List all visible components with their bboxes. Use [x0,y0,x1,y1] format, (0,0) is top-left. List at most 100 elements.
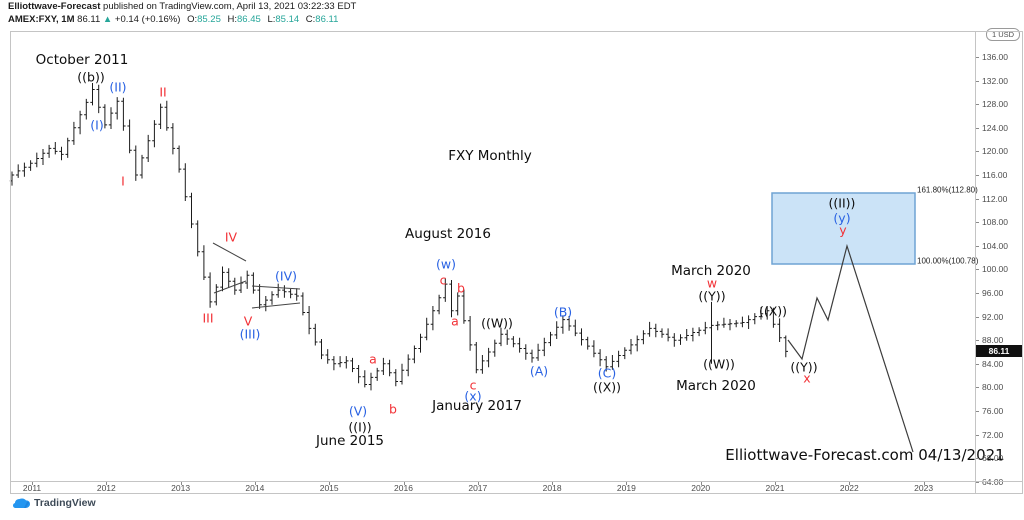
triangle-trendline [251,285,301,290]
wave-label: ((I)) [348,419,372,435]
right-edge-border [1022,31,1023,494]
y-axis-tick [975,80,979,82]
y-axis-tick [975,57,979,58]
x-axis-label: 2020 [691,483,711,493]
wave-label: b [457,280,465,296]
publish-line: Elliottwave-Forecast published on Tradin… [8,1,356,13]
x-axis-tick [477,482,479,485]
text-annotation: March 2020 [671,263,751,279]
wave-label: x [803,370,811,386]
currency-unit-badge: 1 USD [986,28,1021,41]
symbol-name[interactable]: AMEX:FXY, 1M [8,14,75,25]
tradingview-logo[interactable]: TradingView [13,497,96,509]
x-axis-tick [106,482,108,485]
wave-label: b [389,401,397,417]
high-value: 86.45 [237,14,261,25]
triangle-trendline [251,302,301,309]
publish-info: published on TradingView.com, April 13, … [100,1,357,12]
text-annotation: January 2017 [432,398,522,414]
wave-label: ((X)) [592,379,622,395]
y-axis-label: 132.00 [982,75,1008,86]
text-annotation: Elliottwave-Forecast.com 04/13/2021 [725,446,1005,464]
y-axis-tick [975,340,979,342]
x-axis-label: 2018 [542,483,562,493]
x-axis-tick [32,482,33,485]
wave-label: (B) [553,304,573,320]
y-axis-tick [975,458,979,460]
x-axis-label: 2022 [839,483,859,493]
x-axis-label: 2023 [914,483,934,493]
symbol-line[interactable]: AMEX:FXY, 1M 86.11 ▲ +0.14 (+0.16%) O:85… [8,14,356,26]
wave-label: (w) [436,256,456,272]
y-axis-tick [975,222,979,224]
x-axis-label: 2012 [96,483,116,493]
x-axis-tick [626,482,628,485]
y-axis-label: 136.00 [982,52,1008,62]
tradingview-cloud-icon [13,498,30,508]
wave-label: ((Y)) [790,359,818,375]
publisher-name: Elliottwave-Forecast [8,1,101,12]
x-axis-label: 2013 [171,483,191,493]
wave-label: w [706,275,718,291]
fib-extension-label: 161.80%(112.80) [917,185,978,195]
elliott-wave-projection-line [787,243,914,453]
open-label: O: [187,14,198,25]
wave-label: (V) [348,403,368,419]
x-axis-label: 2015 [319,483,339,493]
wave-label: a [451,313,459,329]
ohlc-price-bars [9,83,788,391]
x-axis-tick [403,482,405,485]
y-axis-label: 124.00 [982,122,1008,133]
y-axis-label: 68.00 [982,453,1004,464]
y-axis-label: 100.00 [982,264,1008,275]
x-axis-label: 2014 [245,483,265,493]
y-axis-tick [975,269,979,271]
wave-label: c [469,377,477,393]
y-axis-label: 92.00 [982,311,1004,322]
plot-left-border [10,31,11,494]
plot-bottom-border [10,481,1022,482]
wave-label: I [121,173,125,189]
wave-label: ((b)) [77,69,105,85]
wave-label: (IV) [275,268,297,284]
up-arrow-icon: ▲ [102,14,113,25]
y-axis-label: 112.00 [982,193,1008,204]
last-price-tag: 86.11 [976,345,1022,358]
tradingview-logo-text: TradingView [34,497,96,509]
text-annotation: October 2011 [35,52,129,68]
text-annotation: FXY Monthly [448,148,532,164]
wave-label: (II) [109,79,127,95]
y-axis-tick [975,363,979,365]
x-axis-label: 2019 [616,483,636,493]
y-axis-tick [975,245,979,247]
price-axis-line [975,31,976,494]
y-axis-label: 84.00 [982,358,1004,369]
open-value: 85.25 [197,14,221,25]
wave-label: (III) [239,326,261,342]
text-annotation: March 2020 [676,378,756,394]
wave-label: ((II)) [828,195,856,211]
y-axis-label: 72.00 [982,429,1004,440]
last-price: 86.11 [77,14,101,25]
y-axis-label: 88.00 [982,335,1004,346]
close-label: C: [305,14,316,25]
y-axis-tick [975,434,979,436]
y-axis-tick [975,127,979,129]
close-value: 86.11 [315,14,339,25]
x-axis-label: 2016 [394,483,413,493]
fib-extension-label: 100.00%(100.78) [917,256,979,266]
chart-header: Elliottwave-Forecast published on Tradin… [8,1,356,26]
plot-top-border [10,31,1022,32]
wave-label: y [839,222,847,238]
triangle-trendline [212,242,247,262]
x-axis-tick [329,482,331,485]
y-axis-tick [975,481,979,483]
x-axis-label: 2011 [22,483,42,493]
y-axis-tick [975,104,979,106]
y-axis-label: 96.00 [982,288,1004,298]
wave-label: (I) [90,117,104,133]
y-axis-label: 128.00 [982,99,1008,110]
y-axis-tick [975,387,979,389]
